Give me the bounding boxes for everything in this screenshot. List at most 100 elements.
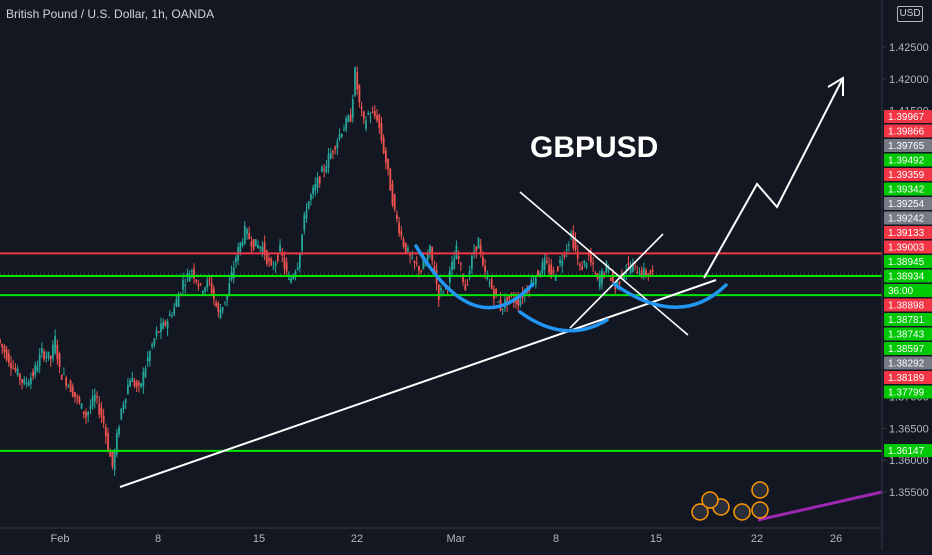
projection-arrow[interactable] bbox=[703, 77, 844, 279]
x-tick-label: 22 bbox=[751, 533, 763, 545]
cup-curve-left[interactable] bbox=[414, 244, 534, 310]
candle-body bbox=[118, 427, 120, 435]
price-label-text: 1.39133 bbox=[888, 228, 925, 239]
trendline[interactable] bbox=[119, 279, 717, 488]
candle-body bbox=[146, 357, 149, 362]
price-label-tag[interactable] bbox=[884, 124, 932, 138]
price-label-tag[interactable] bbox=[884, 298, 932, 312]
price-label-tag[interactable] bbox=[884, 371, 932, 384]
candle-body bbox=[272, 267, 275, 269]
price-label-tag[interactable] bbox=[884, 168, 932, 181]
candle-body bbox=[590, 255, 592, 263]
candle-body bbox=[400, 231, 403, 236]
price-label-tag[interactable] bbox=[884, 211, 932, 225]
candle-body bbox=[530, 279, 533, 285]
candle-body bbox=[323, 169, 326, 171]
candle-body bbox=[12, 367, 15, 369]
candle-body bbox=[43, 351, 45, 360]
candle-body bbox=[138, 382, 140, 386]
price-label-tag[interactable] bbox=[884, 240, 932, 254]
candle-body bbox=[173, 307, 176, 315]
candle-body bbox=[629, 267, 632, 274]
candle-body bbox=[565, 249, 568, 251]
price-label-tag[interactable] bbox=[884, 197, 932, 210]
candle-body bbox=[96, 396, 98, 398]
price-label-tag[interactable] bbox=[884, 385, 932, 399]
price-label-tag[interactable] bbox=[884, 255, 932, 268]
candle-body bbox=[239, 242, 242, 253]
candle-body bbox=[23, 379, 26, 384]
candle-body bbox=[199, 283, 202, 285]
price-label-text: 1.39242 bbox=[888, 214, 925, 225]
descending-wedge-line[interactable] bbox=[519, 191, 689, 336]
candle-body bbox=[27, 382, 30, 386]
candle-body bbox=[307, 201, 310, 209]
candle-body bbox=[235, 257, 237, 263]
candle-body bbox=[45, 356, 48, 358]
event-flag-icon[interactable] bbox=[733, 503, 751, 521]
cup-curve-middle[interactable] bbox=[518, 310, 609, 333]
candle-body bbox=[371, 111, 374, 113]
candle-body bbox=[376, 115, 378, 121]
candle-body bbox=[343, 129, 345, 131]
candle-body bbox=[10, 362, 12, 369]
candle-body bbox=[411, 257, 414, 259]
candle-body bbox=[54, 336, 57, 354]
candle-body bbox=[475, 246, 478, 252]
candle-body bbox=[645, 270, 647, 276]
candle-body bbox=[212, 288, 215, 299]
price-label-tag[interactable] bbox=[884, 110, 932, 123]
candle-body bbox=[3, 346, 6, 353]
candle-body bbox=[171, 315, 173, 317]
price-label-text: 1.38743 bbox=[888, 330, 925, 341]
candle-body bbox=[63, 373, 65, 375]
candle-body bbox=[100, 407, 103, 417]
x-tick-label: 15 bbox=[253, 533, 265, 545]
candle-body bbox=[451, 261, 453, 271]
price-label-tag[interactable] bbox=[884, 342, 932, 355]
candle-body bbox=[80, 403, 83, 409]
candle-body bbox=[358, 84, 361, 103]
event-flag-icon[interactable] bbox=[701, 491, 719, 509]
candle-body bbox=[219, 309, 222, 319]
price-label-tag[interactable] bbox=[884, 313, 932, 326]
candle-body bbox=[254, 239, 257, 247]
currency-badge[interactable]: USD bbox=[897, 6, 923, 22]
price-label-tag[interactable] bbox=[884, 444, 932, 457]
event-flag-icon[interactable] bbox=[751, 481, 769, 499]
cup-curve-right[interactable] bbox=[612, 282, 728, 309]
price-label-tag[interactable] bbox=[884, 269, 932, 283]
candle-body bbox=[418, 266, 420, 272]
price-label-tag[interactable] bbox=[884, 356, 932, 370]
candle-body bbox=[65, 377, 68, 386]
price-label-tag[interactable] bbox=[884, 182, 932, 196]
candle-body bbox=[508, 294, 511, 299]
event-flag-icon[interactable] bbox=[691, 503, 709, 521]
candle-body bbox=[567, 244, 570, 246]
candle-body bbox=[290, 278, 292, 283]
price-label-tag[interactable] bbox=[884, 139, 932, 152]
candle-body bbox=[642, 268, 645, 277]
candle-body bbox=[144, 368, 147, 377]
price-label-tag[interactable] bbox=[884, 284, 932, 297]
y-tick-label: 1.35500 bbox=[889, 487, 929, 499]
y-tick-label: 1.42500 bbox=[889, 42, 929, 54]
candle-body bbox=[122, 404, 125, 410]
price-label-tag[interactable] bbox=[884, 226, 932, 239]
candle-body bbox=[56, 344, 59, 360]
indicator-line[interactable] bbox=[757, 490, 883, 522]
candle-body bbox=[345, 118, 348, 130]
candle-body bbox=[301, 234, 303, 251]
price-label-tag[interactable] bbox=[884, 327, 932, 341]
candle-body bbox=[398, 222, 401, 234]
candle-body bbox=[74, 392, 76, 397]
event-flag-icon[interactable] bbox=[751, 501, 769, 519]
candle-body bbox=[362, 111, 365, 119]
ascending-wedge-line[interactable] bbox=[569, 233, 664, 329]
price-label-tag[interactable] bbox=[884, 153, 932, 167]
candle-body bbox=[545, 260, 548, 263]
candle-body bbox=[468, 271, 471, 274]
candle-body bbox=[195, 279, 198, 282]
